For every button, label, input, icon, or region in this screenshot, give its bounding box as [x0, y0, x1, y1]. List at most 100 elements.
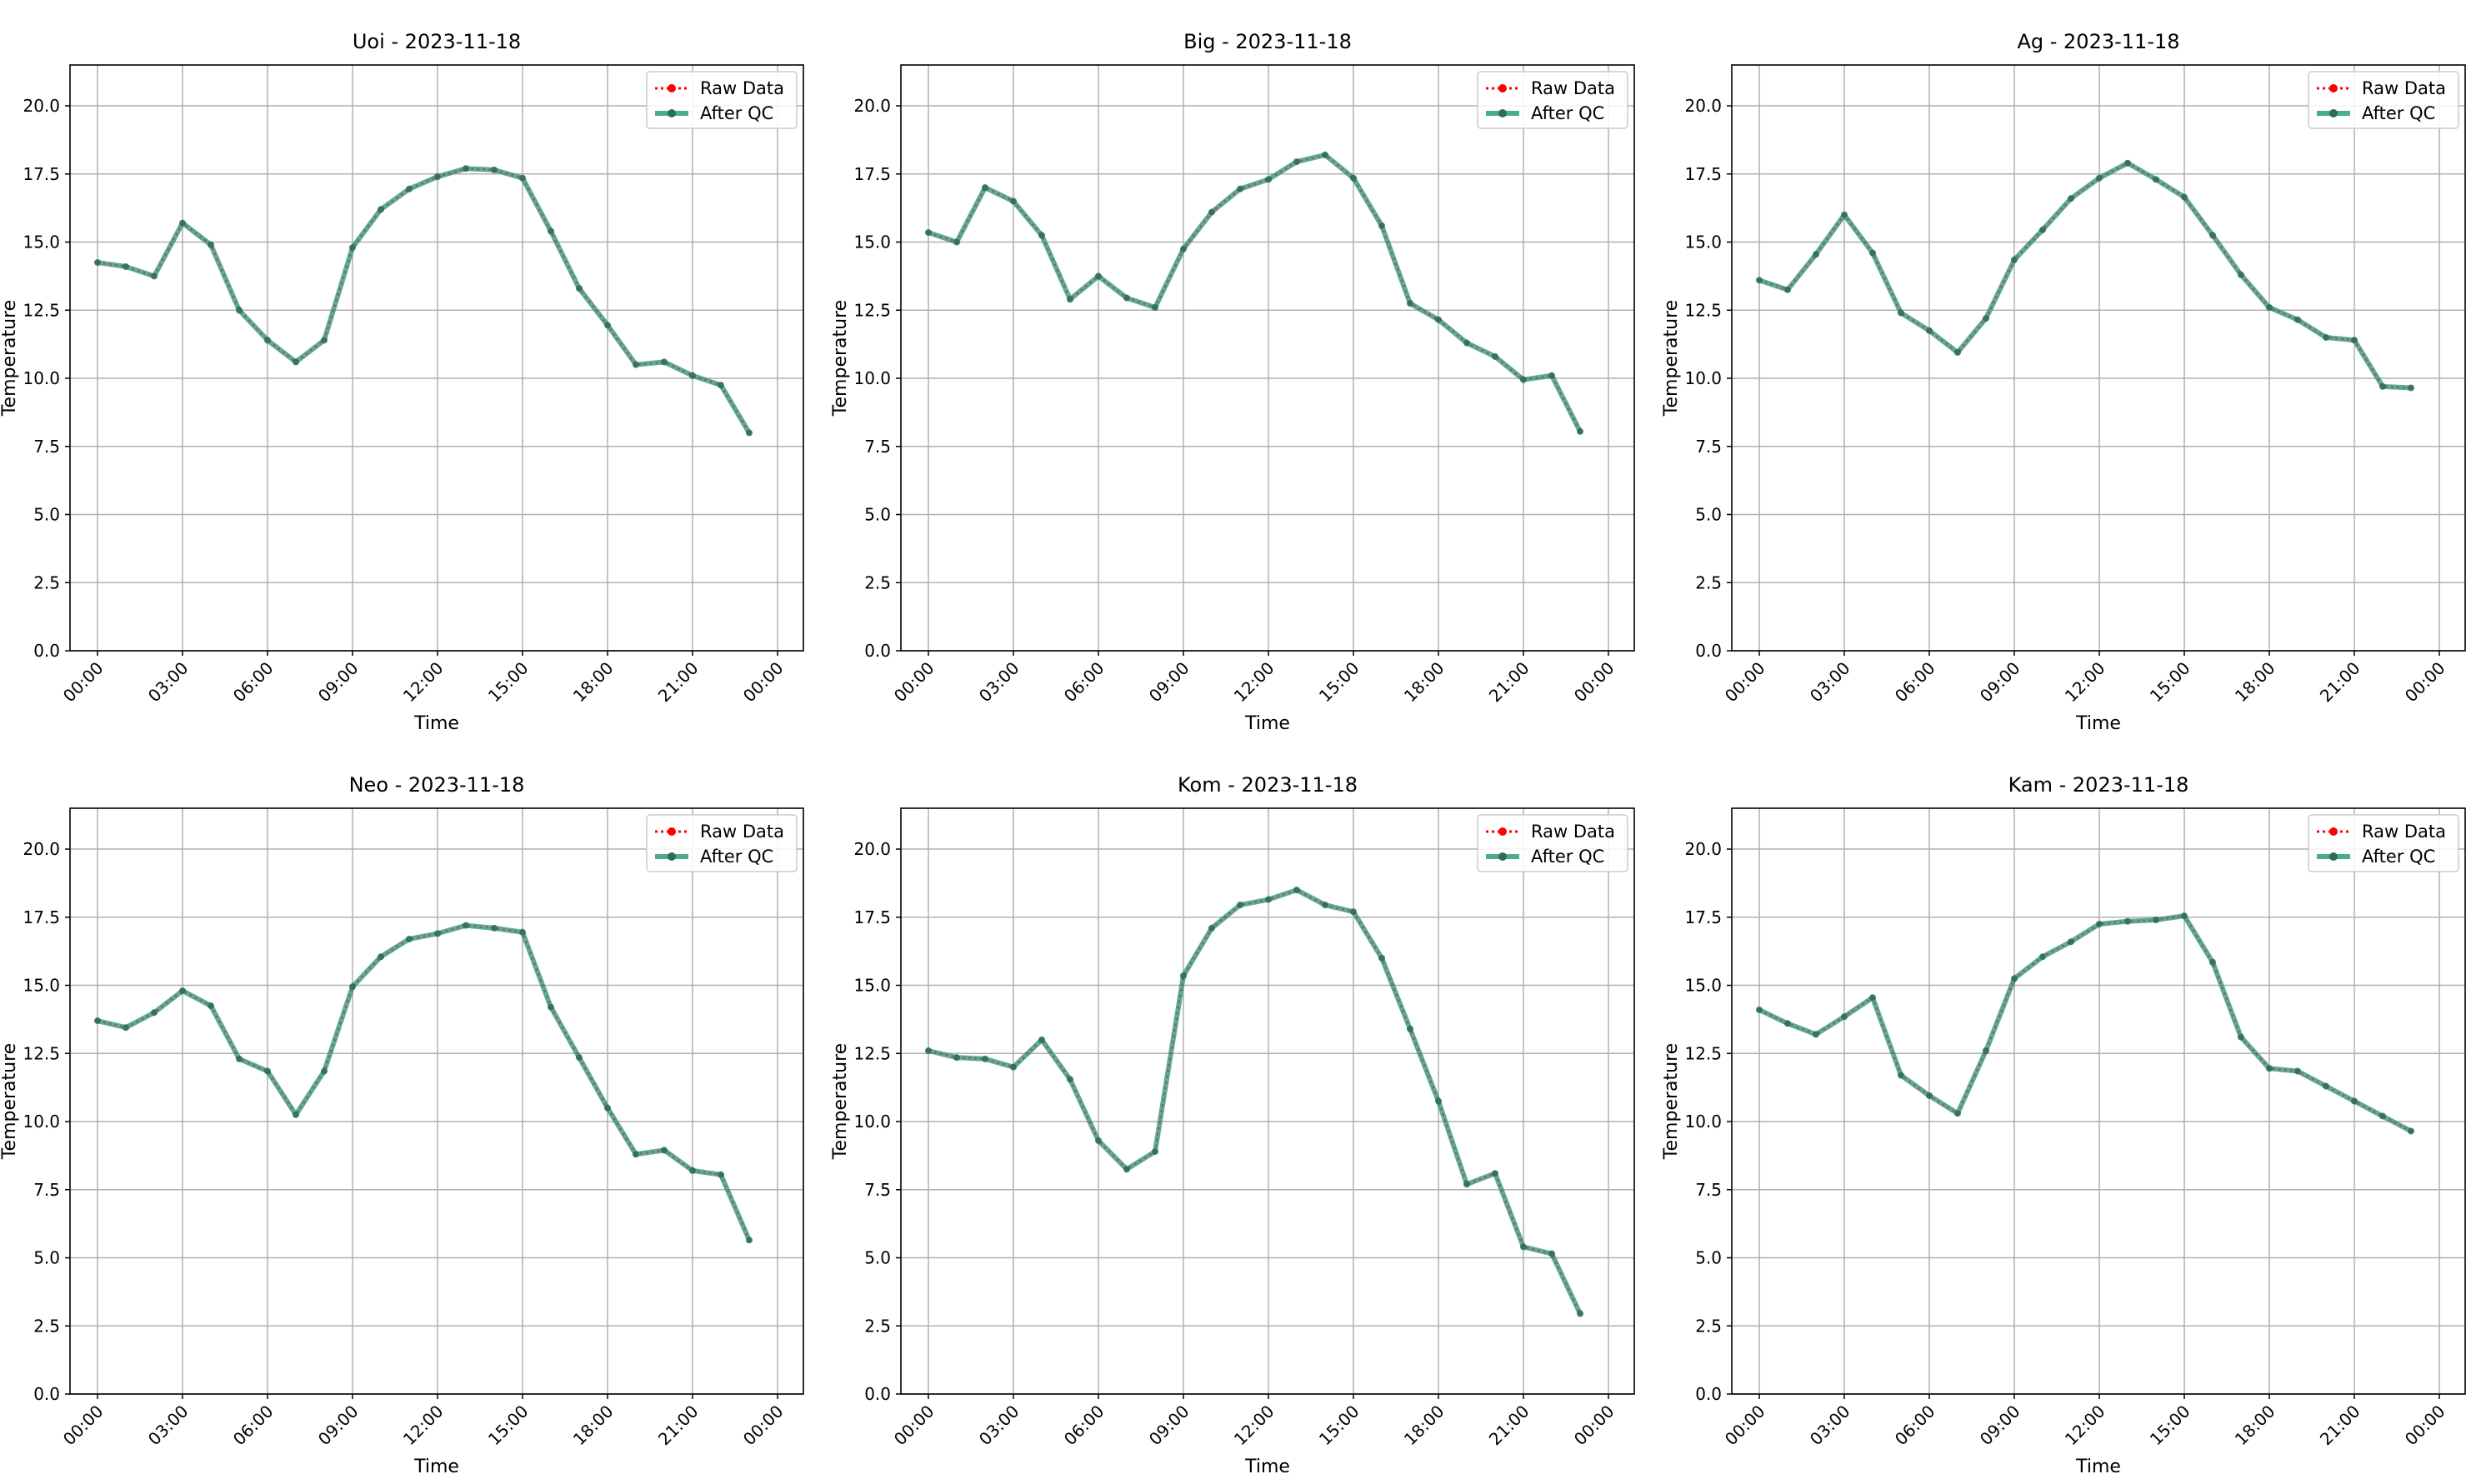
- data-point: [718, 1171, 724, 1178]
- y-tick-label: 12.5: [853, 1043, 891, 1063]
- data-point: [1293, 887, 1300, 894]
- data-point: [2124, 917, 2131, 925]
- x-tick-label: 00:00: [59, 1402, 108, 1450]
- legend-qc-label: After QC: [700, 103, 773, 123]
- subplot-title: Kom - 2023-11-18: [1178, 773, 1358, 797]
- series-line-after-qc: [1757, 913, 2413, 1134]
- x-tick-label: 12:00: [399, 1402, 448, 1450]
- data-point: [2266, 1065, 2273, 1072]
- y-tick-label: 5.0: [864, 1248, 891, 1268]
- data-point: [925, 1047, 932, 1055]
- y-tick-label: 5.0: [33, 505, 60, 525]
- data-point: [519, 928, 526, 936]
- data-point: [1520, 1243, 1527, 1251]
- data-point: [2153, 176, 2159, 183]
- y-tick-label: 20.0: [23, 839, 60, 859]
- y-tick-label: 5.0: [864, 505, 891, 525]
- y-tick-label: 2.5: [864, 572, 891, 592]
- subplot-4: 0.0 2.5 5.0 7.5 10.0 12.5 15.0 17.5 20.0 00:00 03:…: [830, 773, 1635, 1477]
- y-tick-label: 12.5: [1684, 300, 1722, 320]
- legend: Raw Data After QC: [646, 71, 798, 129]
- axes-frame: [900, 807, 1635, 1395]
- data-point: [1123, 1166, 1130, 1173]
- y-tick-label: 15.0: [853, 232, 891, 252]
- y-tick-label: 20.0: [23, 96, 60, 116]
- data-point: [2209, 958, 2216, 966]
- data-point: [1265, 176, 1272, 183]
- data-point: [349, 244, 356, 252]
- data-point: [1577, 427, 1583, 435]
- legend-qc-marker: [2329, 852, 2338, 861]
- data-point: [434, 930, 441, 937]
- legend-qc-label: After QC: [2362, 103, 2435, 123]
- data-point: [236, 1055, 243, 1062]
- data-point: [1378, 954, 1385, 962]
- legend-qc-label: After QC: [1531, 103, 1604, 123]
- x-tick-label: 00:00: [1570, 1402, 1618, 1450]
- x-tick-label: 06:00: [1891, 658, 1939, 707]
- x-tick-label: 15:00: [1315, 1402, 1363, 1450]
- data-point: [2351, 337, 2358, 344]
- x-tick-label: 18:00: [569, 1402, 618, 1450]
- data-point: [576, 1054, 583, 1062]
- y-tick-label: 12.5: [23, 300, 60, 320]
- x-tick-label: 09:00: [1145, 658, 1193, 707]
- data-point: [1067, 296, 1073, 303]
- data-point: [2408, 1127, 2414, 1135]
- legend: Raw Data After QC: [1477, 814, 1628, 872]
- data-point: [406, 185, 413, 192]
- data-point: [349, 983, 356, 991]
- subplot-1: 0.0 2.5 5.0 7.5 10.0 12.5 15.0 17.5 20.0 00:00 03:…: [830, 30, 1635, 734]
- data-point: [925, 229, 932, 237]
- data-point: [2323, 333, 2329, 341]
- y-tick-label: 17.5: [23, 907, 60, 927]
- series-line-raw-data: [928, 153, 1582, 432]
- data-point: [1784, 1020, 1791, 1027]
- data-point: [236, 307, 243, 314]
- axes-frame: [69, 64, 804, 652]
- legend-raw-marker: [668, 84, 676, 92]
- data-point: [491, 924, 498, 932]
- data-point: [2181, 912, 2188, 920]
- series-line-after-qc: [926, 152, 1583, 434]
- legend-raw-label: Raw Data: [2362, 822, 2446, 842]
- data-point: [604, 1104, 611, 1112]
- data-point: [151, 1009, 158, 1017]
- y-axis-label: Temperature: [1661, 300, 1682, 417]
- data-point: [604, 322, 611, 329]
- x-tick-label: 03:00: [1806, 1402, 1854, 1450]
- data-point: [1954, 348, 1961, 356]
- data-point: [2323, 1082, 2329, 1090]
- data-point: [1293, 158, 1300, 166]
- data-point: [2039, 226, 2046, 233]
- legend-raw-marker: [2329, 827, 2338, 836]
- x-tick-label: 21:00: [1485, 1402, 1533, 1450]
- data-point: [1152, 1147, 1158, 1155]
- data-point: [2294, 1067, 2301, 1075]
- data-point: [1095, 1137, 1102, 1144]
- x-tick-label: 18:00: [1400, 1402, 1448, 1450]
- legend-raw-marker: [668, 827, 676, 836]
- x-tick-label: 09:00: [314, 658, 363, 707]
- legend-qc-label: After QC: [1531, 847, 1604, 867]
- x-tick-label: 12:00: [1230, 658, 1278, 707]
- data-point: [1265, 896, 1272, 903]
- x-tick-label: 18:00: [2231, 1402, 2279, 1450]
- y-tick-label: 10.0: [853, 1112, 891, 1132]
- data-point: [982, 1055, 988, 1062]
- axes-frame: [900, 64, 1635, 652]
- data-point: [2351, 1097, 2358, 1105]
- x-tick-label: 15:00: [484, 1402, 533, 1450]
- y-tick-label: 17.5: [853, 907, 891, 927]
- y-tick-label: 10.0: [1684, 368, 1722, 388]
- axes-frame: [69, 807, 804, 1395]
- x-tick-label: 00:00: [59, 658, 108, 707]
- data-point: [746, 1237, 753, 1244]
- data-point: [463, 922, 469, 929]
- y-tick-label: 0.0: [33, 641, 60, 661]
- legend-raw-label: Raw Data: [1531, 78, 1615, 98]
- y-axis-label: Temperature: [830, 300, 851, 417]
- data-point: [2379, 1112, 2386, 1120]
- series-line-after-qc: [926, 887, 1583, 1317]
- subplot-2: 0.0 2.5 5.0 7.5 10.0 12.5 15.0 17.5 20.0 00:00 03:…: [1661, 30, 2466, 734]
